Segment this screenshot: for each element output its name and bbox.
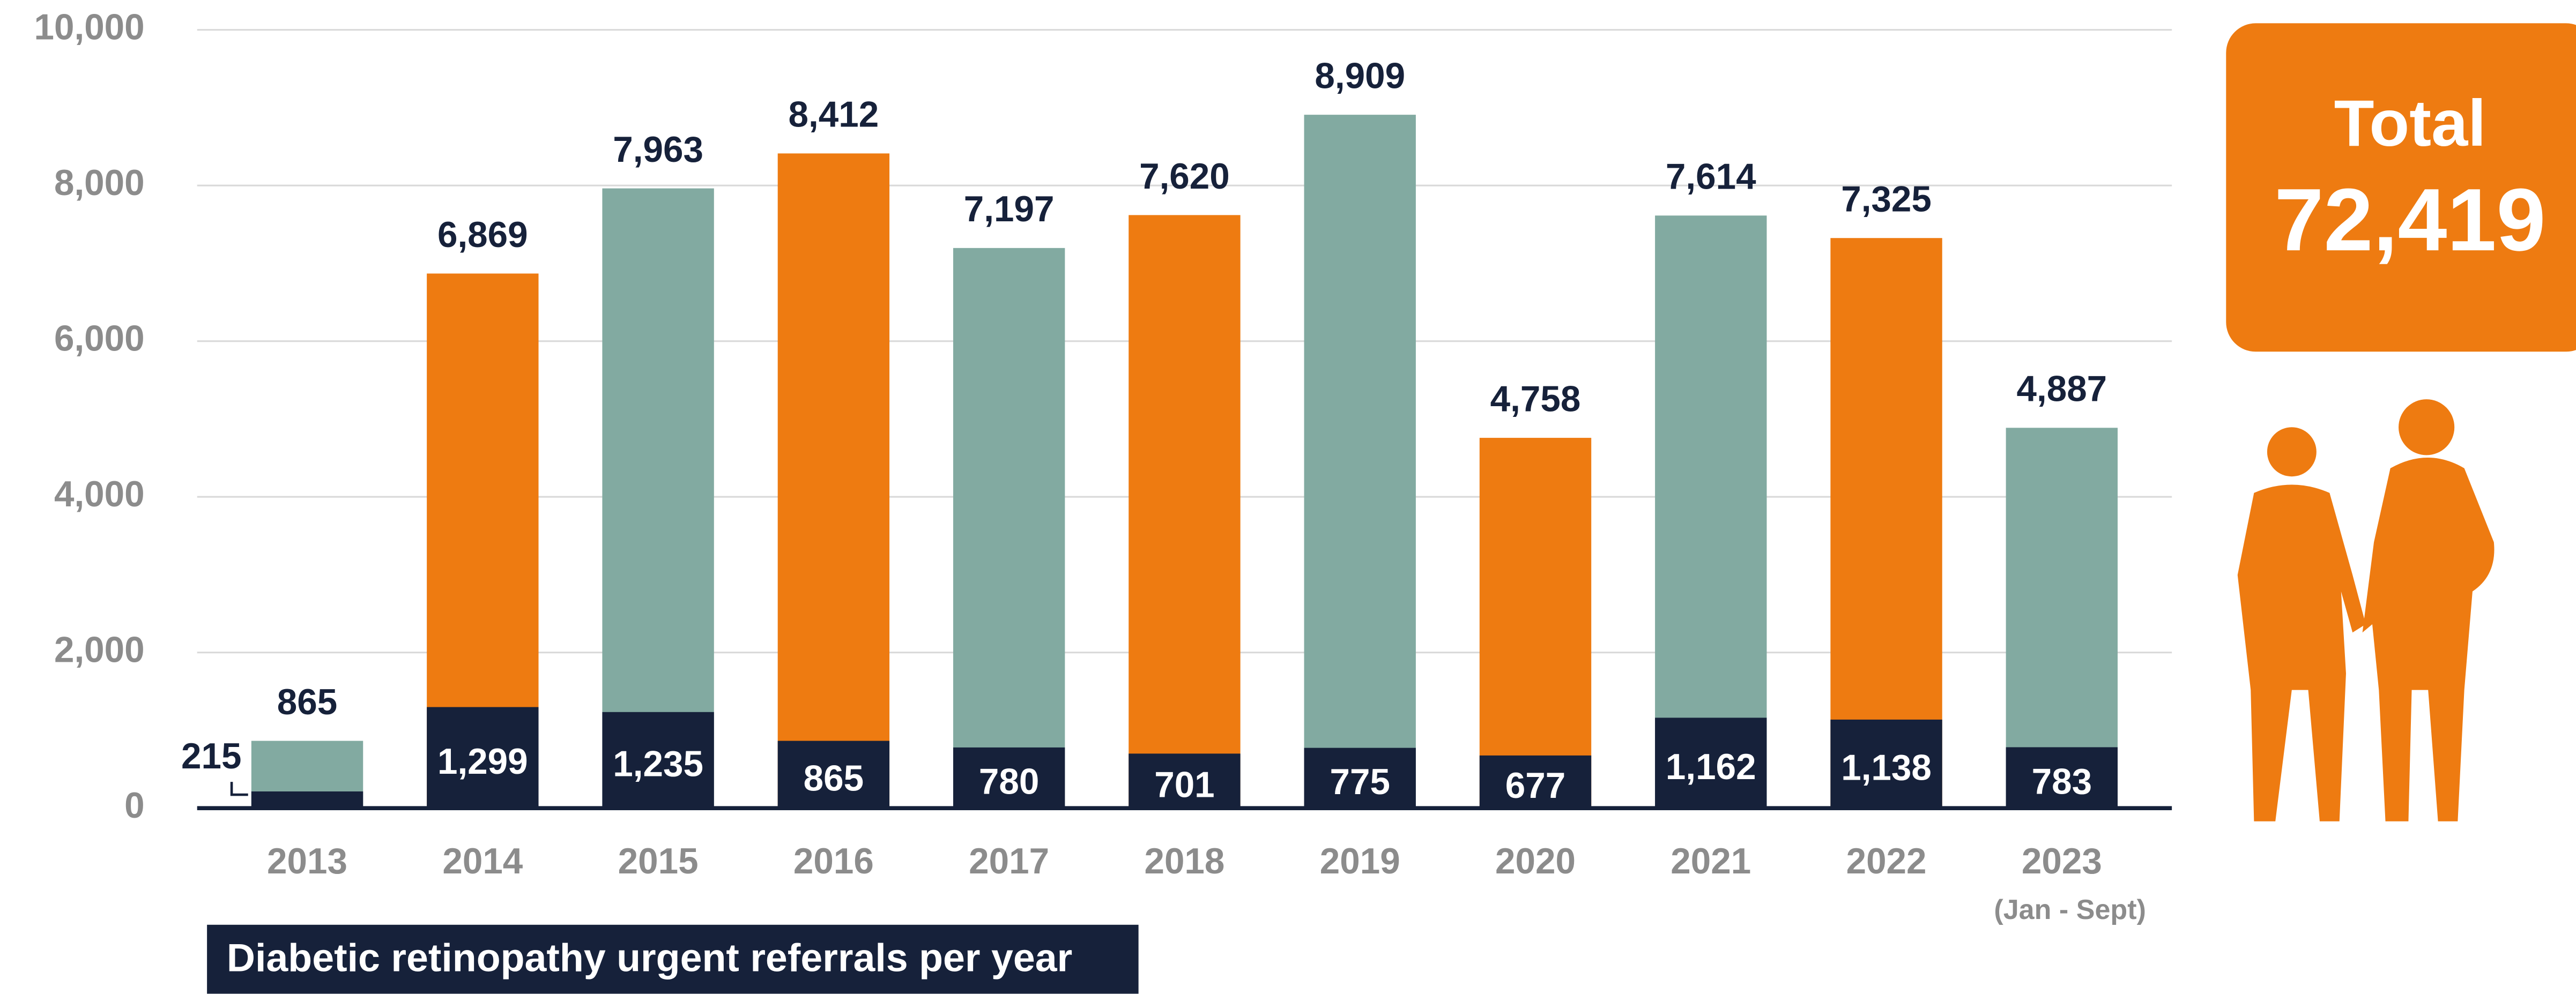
x-tick-label: 2020 xyxy=(1495,841,1576,881)
value-label: 8,412 xyxy=(789,95,879,135)
value-label: 215 xyxy=(181,736,241,776)
x-tick-label: 2014 xyxy=(442,841,523,881)
value-label: 1,162 xyxy=(1666,747,1756,787)
bar xyxy=(1304,115,1416,808)
bar-base xyxy=(251,791,363,808)
value-label: 865 xyxy=(804,758,864,798)
x-tick-label: 2013 xyxy=(267,841,347,881)
y-tick-label: 0 xyxy=(124,786,144,826)
value-label: 7,325 xyxy=(1841,180,1932,220)
x-tick-label: 2021 xyxy=(1671,841,1751,881)
total-label: Total xyxy=(2334,86,2486,160)
chart-title: Diabetic retinopathy urgent referrals pe… xyxy=(227,936,1072,980)
value-label: 1,138 xyxy=(1841,748,1932,788)
x-tick-label: 2018 xyxy=(1144,841,1224,881)
x-tick-label: 2017 xyxy=(969,841,1049,881)
x-tick-label: 2023 xyxy=(2022,841,2102,881)
value-label: 780 xyxy=(979,762,1039,802)
bar xyxy=(1129,215,1240,808)
people-illustration xyxy=(2238,399,2495,821)
y-tick-label: 10,000 xyxy=(34,7,144,47)
value-label: 8,909 xyxy=(1315,56,1405,96)
y-tick-label: 4,000 xyxy=(54,474,145,514)
x-tick-label: 2019 xyxy=(1320,841,1400,881)
value-label: 4,887 xyxy=(2016,369,2107,409)
value-label: 7,197 xyxy=(964,189,1055,229)
bar xyxy=(953,248,1065,808)
value-label: 783 xyxy=(2032,761,2092,802)
y-tick-label: 2,000 xyxy=(54,630,145,670)
y-tick-label: 6,000 xyxy=(54,318,145,358)
value-label: 1,299 xyxy=(437,742,528,782)
x-tick-label: 2022 xyxy=(1846,841,1927,881)
value-label: 7,963 xyxy=(613,130,703,170)
page: Total 72,419 Diabetic retinopathy urgent… xyxy=(0,0,2576,994)
x-tick-label: 2015 xyxy=(618,841,699,881)
value-label: 701 xyxy=(1154,765,1214,805)
x-tick-note: (Jan - Sept) xyxy=(1994,894,2146,925)
x-tick-label: 2016 xyxy=(793,841,874,881)
chart: Total 72,419 Diabetic retinopathy urgent… xyxy=(0,0,2576,994)
value-label: 1,235 xyxy=(613,744,703,784)
value-label: 4,758 xyxy=(1490,379,1581,419)
value-label: 677 xyxy=(1505,766,1565,806)
value-label: 775 xyxy=(1330,762,1390,802)
y-tick-label: 8,000 xyxy=(54,163,145,203)
value-label: 6,869 xyxy=(437,215,528,255)
value-label: 7,620 xyxy=(1139,156,1230,197)
bar xyxy=(1480,438,1591,808)
leader-line xyxy=(232,782,248,795)
value-label: 865 xyxy=(277,682,337,722)
bar xyxy=(778,153,889,808)
total-value: 72,419 xyxy=(2274,170,2545,270)
value-label: 7,614 xyxy=(1666,157,1756,197)
